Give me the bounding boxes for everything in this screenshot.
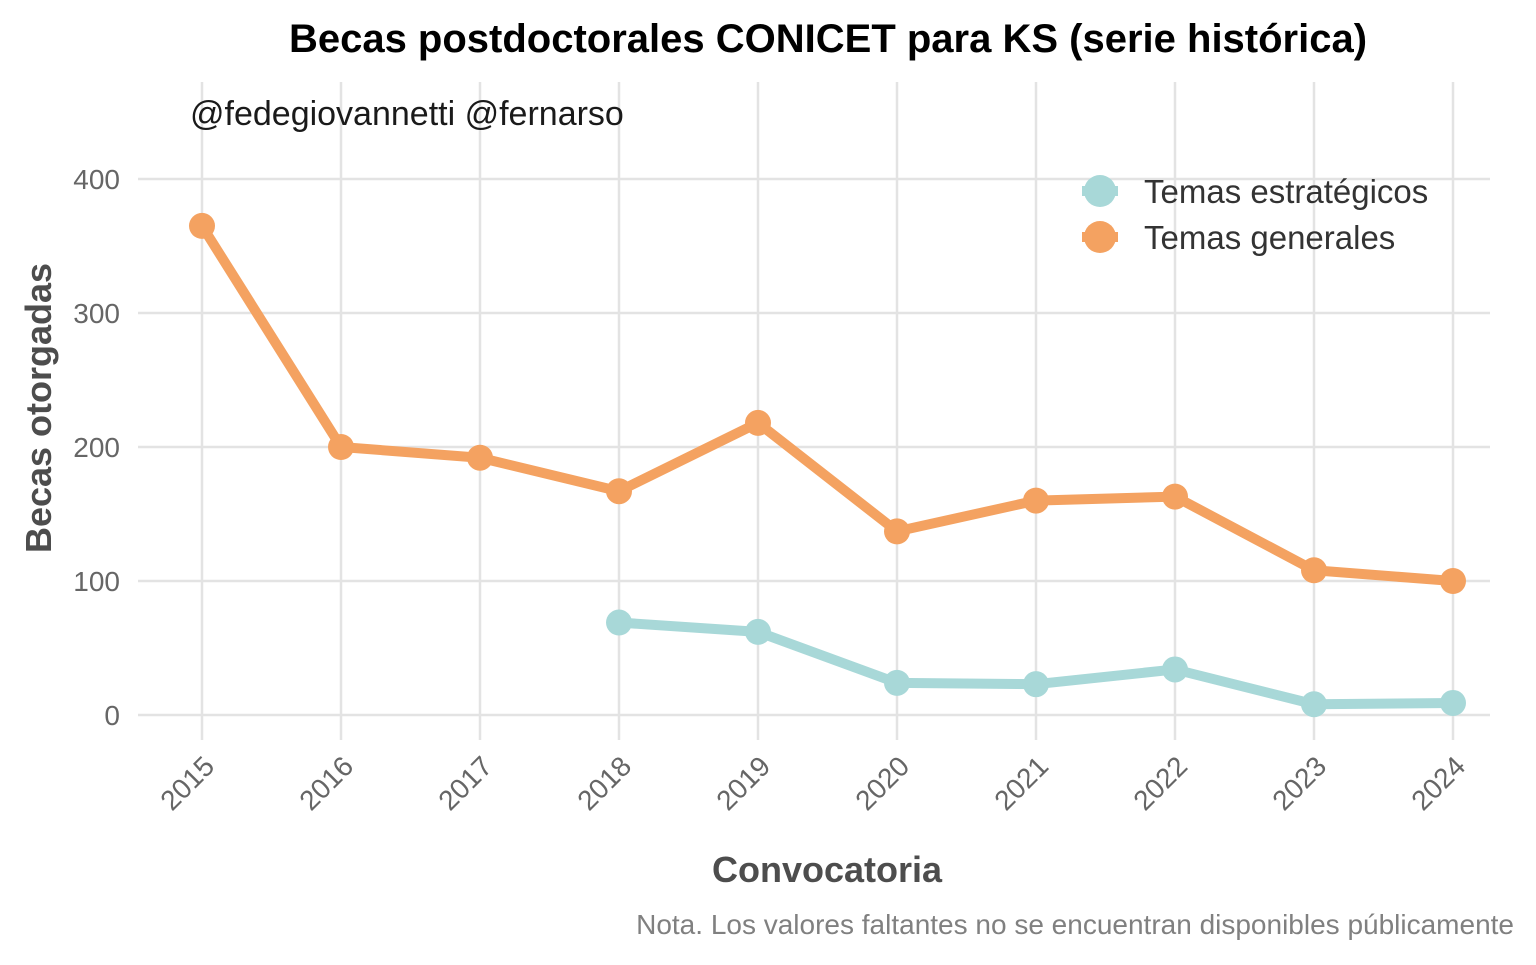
data-point — [745, 618, 771, 645]
series-group — [189, 212, 1466, 718]
legend: Temas estratégicos Temas generales — [1082, 173, 1428, 256]
x-tick-label: 2015 — [154, 750, 220, 816]
y-tick-label: 400 — [73, 164, 120, 195]
chart-title: Becas postdoctorales CONICET para KS (se… — [289, 17, 1367, 61]
x-tick-label: 2023 — [1266, 750, 1332, 816]
data-point — [1301, 691, 1327, 718]
x-tick-label: 2022 — [1127, 750, 1193, 816]
data-point — [606, 609, 632, 636]
legend-item: Temas generales — [1082, 219, 1395, 256]
x-tick-label: 2024 — [1405, 750, 1471, 816]
data-point — [606, 478, 632, 505]
x-tick-label: 2018 — [571, 750, 637, 816]
axes: 0 100 200 300 400 2015 2016 2017 2018 2019 2020 202… — [73, 164, 1471, 816]
x-tick-label: 2016 — [293, 750, 359, 816]
data-point — [1023, 671, 1049, 698]
x-tick-label: 2020 — [849, 750, 915, 816]
y-axis-title: Becas otorgadas — [18, 263, 59, 553]
y-tick-label: 100 — [73, 566, 120, 597]
data-point — [189, 212, 215, 239]
legend-label: Temas estratégicos — [1144, 173, 1428, 210]
x-tick-label: 2021 — [988, 750, 1054, 816]
data-point — [1162, 483, 1188, 510]
x-axis-title: Convocatoria — [712, 849, 943, 890]
data-point — [1301, 557, 1327, 584]
x-tick-label: 2017 — [432, 750, 498, 816]
data-point — [884, 518, 910, 545]
x-tick-label: 2019 — [710, 750, 776, 816]
data-point — [1162, 656, 1188, 683]
legend-label: Temas generales — [1144, 219, 1395, 256]
author-annotation: @fedegiovannetti @fernarso — [190, 95, 624, 133]
data-point — [1440, 568, 1466, 594]
data-point — [328, 434, 354, 460]
legend-item: Temas estratégicos — [1082, 173, 1428, 210]
series — [189, 212, 1466, 594]
series-line — [197, 220, 1458, 586]
legend-point-key — [1084, 175, 1116, 207]
data-point — [1023, 487, 1049, 514]
data-point — [884, 669, 910, 696]
footnote-caption: Nota. Los valores faltantes no se encuen… — [636, 909, 1514, 940]
data-point — [745, 409, 771, 436]
data-point — [467, 444, 493, 471]
data-point — [1440, 689, 1466, 716]
legend-point-key — [1084, 221, 1116, 253]
y-tick-label: 200 — [73, 432, 120, 463]
y-tick-label: 0 — [104, 700, 120, 731]
y-tick-label: 300 — [73, 298, 120, 329]
series — [606, 609, 1466, 718]
